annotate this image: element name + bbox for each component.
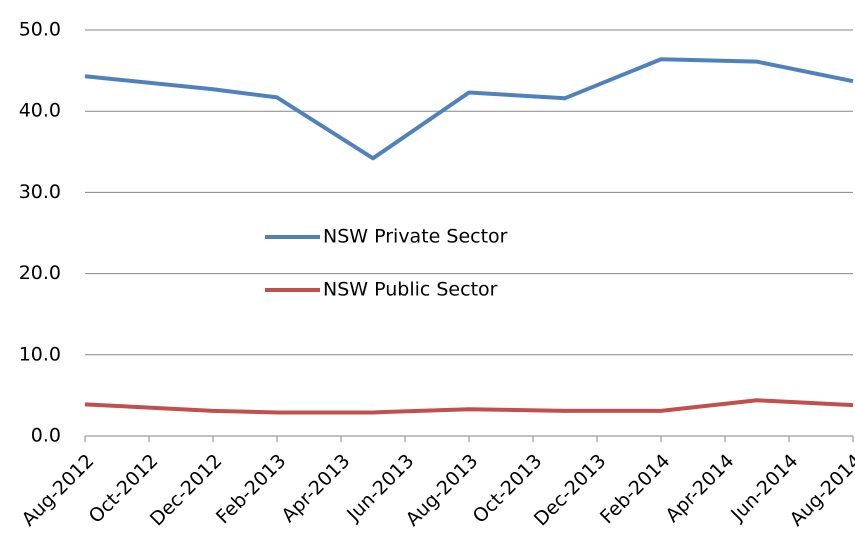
y-tick-label: 50.0: [19, 19, 61, 41]
x-tick-label: Aug-2012: [18, 450, 99, 531]
y-tick-label: 30.0: [19, 181, 61, 203]
series-line: [84, 57, 854, 161]
y-tick-label: 40.0: [19, 100, 61, 122]
series-line: [84, 398, 854, 415]
x-tick-label: Apr-2014: [661, 450, 738, 527]
x-tick-label: Apr-2013: [277, 450, 354, 527]
y-tick-label: 0.0: [31, 425, 61, 447]
y-tick-label: 20.0: [19, 262, 61, 284]
legend-label: NSW Public Sector: [323, 279, 498, 301]
x-tick-label: Feb-2014: [596, 450, 674, 528]
y-tick-label: 10.0: [19, 343, 61, 365]
x-tick-label: Feb-2013: [212, 450, 290, 528]
legend-label: NSW Private Sector: [323, 226, 508, 248]
